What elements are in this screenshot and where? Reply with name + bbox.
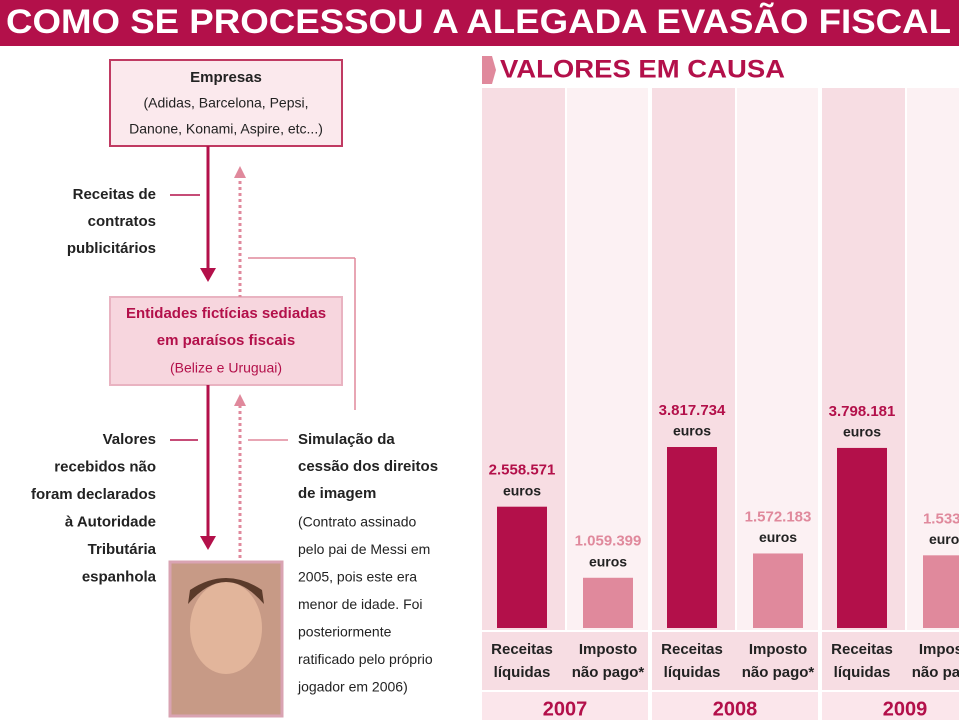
label-row-bg (822, 632, 959, 690)
note-title: de imagem (298, 485, 376, 502)
value-unit: euros (673, 423, 711, 439)
flow-label: contratos (88, 213, 156, 230)
entity-detail: (Belize e Uruguai) (170, 360, 282, 376)
x-tick-label: 2008 (713, 698, 758, 720)
year-row-bg (822, 692, 959, 720)
note-detail: jogador em 2006) (297, 679, 408, 695)
bar (837, 447, 887, 628)
year-row-bg (652, 692, 818, 720)
source-detail: (Adidas, Barcelona, Pepsi, (144, 95, 309, 111)
entity-title: em paraísos fiscais (157, 332, 295, 349)
note-detail: menor de idade. Foi (298, 596, 423, 612)
photo-face (190, 582, 262, 674)
source-title: Empresas (190, 69, 262, 86)
note-detail: posteriormente (298, 624, 392, 640)
value-label: 2.558.571 (489, 462, 556, 479)
value-unit: euros (759, 529, 797, 545)
label-row-bg (482, 632, 648, 690)
column-bg (907, 88, 959, 630)
chart-title: VALORES EM CAUSA (500, 56, 785, 84)
year-row-bg (482, 692, 648, 720)
outcome-label: Valores (103, 431, 156, 448)
flow-label: publicitários (67, 240, 156, 257)
outcome-label: à Autoridade (65, 513, 156, 530)
label-row-bg (652, 632, 818, 690)
note-title: cessão dos direitos (298, 458, 438, 475)
value-unit: euros (589, 553, 627, 569)
series-name: Receitas líquidas (661, 641, 723, 681)
x-tick-label: 2009 (883, 698, 928, 720)
column-bg (567, 88, 648, 630)
note-detail: pelo pai de Messi em (298, 541, 430, 557)
arrow-head (234, 394, 246, 406)
source-box (109, 59, 343, 147)
bar (583, 577, 633, 628)
entity-box (109, 296, 343, 386)
bar (923, 555, 959, 628)
value-unit: euros (929, 531, 959, 547)
value-unit: euros (843, 424, 881, 440)
note-detail: (Contrato assinado (298, 514, 417, 530)
value-label: 3.817.734 (659, 402, 726, 419)
column-bg (737, 88, 818, 630)
outcome-label: recebidos não (54, 458, 156, 475)
note-title: Simulação da (298, 431, 395, 448)
value-unit: euros (503, 482, 541, 498)
header-band (0, 0, 959, 46)
title-marker (482, 56, 496, 84)
bar (667, 447, 717, 628)
arrow-head (200, 268, 216, 282)
arrow-head (234, 166, 246, 178)
bar (753, 553, 803, 628)
series-name: Receitas líquidas (831, 641, 893, 681)
arrow-head (200, 536, 216, 550)
value-label: 3.798.181 (829, 403, 896, 420)
note-detail: ratificado pelo próprio (298, 651, 433, 667)
value-label: 1.059.399 (575, 533, 642, 550)
bar (497, 506, 547, 628)
page-title: COMO SE PROCESSOU A ALEGADA EVASÃO FISCA… (6, 3, 951, 41)
photo-hair (188, 578, 264, 604)
source-detail: Danone, Konami, Aspire, etc...) (129, 121, 323, 137)
flow-label: Receitas de (73, 186, 156, 203)
outcome-label: espanhola (82, 568, 157, 585)
series-name: Receitas líquidas (491, 641, 553, 681)
entity-title: Entidades fictícias sediadas (126, 305, 326, 322)
x-tick-label: 2007 (543, 698, 588, 720)
note-detail: 2005, pois este era (298, 569, 417, 585)
value-label: 1.572.183 (745, 508, 812, 525)
outcome-label: foram declarados (31, 486, 156, 503)
value-label: 1.533.0 (923, 510, 959, 527)
outcome-label: Tributária (88, 541, 157, 558)
